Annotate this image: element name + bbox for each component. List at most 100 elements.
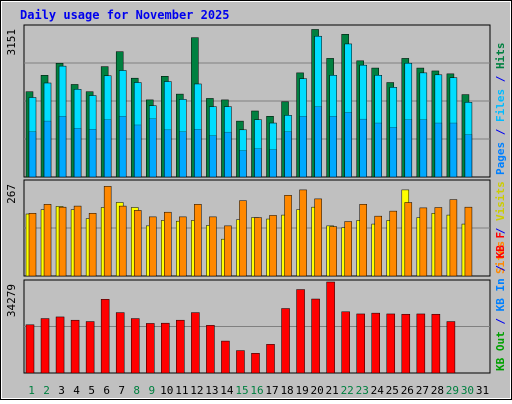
x-tick-label: 28 — [431, 384, 444, 397]
bar-kbf-11 — [176, 319, 185, 374]
bar-sites-19 — [299, 189, 307, 277]
legend-part: / — [494, 69, 507, 89]
bar-kbf-6 — [100, 299, 110, 374]
x-tick-label: 30 — [461, 384, 474, 397]
ymax-label-kbytes: 34279 — [5, 284, 18, 317]
bar-sites-8 — [133, 210, 142, 277]
bar-kbf-5 — [85, 321, 95, 374]
x-tick-label: 26 — [401, 384, 414, 397]
bar-pages-15 — [239, 150, 247, 178]
bar-kbf-27 — [416, 313, 426, 374]
bar-sites-26 — [404, 202, 413, 277]
bar-pages-1 — [28, 131, 37, 178]
x-tick-label: 23 — [356, 384, 369, 397]
chart-title: Daily usage for November 2025 — [20, 8, 230, 22]
x-tick-label: 8 — [133, 384, 140, 397]
legend-part: Files — [494, 89, 507, 122]
bar-pages-12 — [194, 129, 202, 178]
bar-kbf-25 — [386, 313, 396, 374]
x-tick-label: 16 — [250, 384, 263, 397]
bar-sites-21 — [329, 226, 337, 277]
x-tick-label: 31 — [476, 384, 489, 397]
bar-kbf-16 — [251, 353, 260, 374]
x-tick-label: 1 — [28, 384, 35, 397]
bar-kbf-2 — [40, 318, 50, 374]
x-tick-label: 25 — [386, 384, 399, 397]
bar-pages-17 — [269, 149, 277, 178]
bar-pages-21 — [329, 116, 337, 178]
title-bar — [2, 2, 510, 24]
bar-sites-30 — [464, 206, 473, 277]
bar-pages-29 — [449, 122, 458, 178]
legend-part: Sites — [494, 241, 507, 274]
bar-sites-16 — [254, 217, 262, 277]
bar-pages-22 — [344, 112, 352, 178]
bar-pages-26 — [404, 119, 413, 178]
bar-kbf-17 — [266, 344, 275, 374]
legend-part: KB Out — [494, 331, 507, 371]
bar-pages-20 — [314, 106, 322, 178]
bar-sites-9 — [149, 216, 157, 277]
bar-pages-30 — [464, 134, 473, 178]
legend-part: KB In — [494, 278, 507, 311]
legend-part: / — [494, 221, 507, 241]
bar-sites-10 — [164, 211, 172, 277]
x-tick-label: 15 — [235, 384, 248, 397]
bar-sites-11 — [179, 216, 187, 277]
legend-hits_files_pages: Pages / Files / Hits — [494, 43, 507, 176]
bar-sites-29 — [449, 199, 458, 277]
bar-kbf-24 — [371, 312, 380, 374]
bar-sites-28 — [434, 207, 443, 277]
bar-kbf-23 — [356, 313, 365, 374]
x-tick-label: 19 — [295, 384, 308, 397]
bar-kbf-3 — [55, 316, 65, 374]
bar-kbf-9 — [146, 323, 155, 374]
legend-part: / — [494, 258, 507, 278]
bar-kbf-13 — [206, 325, 215, 374]
bar-sites-7 — [118, 205, 127, 277]
bar-pages-6 — [103, 119, 112, 178]
bar-sites-14 — [224, 225, 232, 277]
bar-pages-7 — [118, 116, 127, 178]
bar-pages-25 — [389, 127, 398, 178]
ymax-label-hits_files_pages: 3151 — [5, 29, 18, 56]
legend-part: / — [494, 122, 507, 142]
bar-pages-28 — [434, 122, 443, 178]
bar-kbf-18 — [281, 308, 290, 374]
x-tick-label: 27 — [416, 384, 429, 397]
bar-sites-17 — [269, 215, 277, 277]
bar-pages-4 — [73, 128, 82, 178]
legend-part: Visits — [494, 181, 507, 221]
bar-kbf-12 — [191, 312, 200, 374]
legend-part: Pages — [494, 142, 507, 175]
x-tick-label: 13 — [205, 384, 218, 397]
bar-pages-10 — [164, 129, 172, 178]
bar-sites-1 — [28, 213, 37, 277]
legend-part: Hits — [494, 43, 507, 70]
bar-pages-11 — [179, 131, 187, 178]
bar-kbf-21 — [326, 281, 335, 374]
bar-pages-8 — [133, 124, 142, 178]
legend-kbytes: KB Out / KB In / KB F — [494, 232, 507, 371]
x-tick-label: 22 — [341, 384, 354, 397]
bar-sites-6 — [103, 186, 112, 277]
x-tick-label: 5 — [88, 384, 95, 397]
bar-sites-23 — [359, 204, 367, 277]
bar-kbf-20 — [311, 298, 320, 374]
bar-pages-2 — [43, 120, 52, 178]
bar-sites-4 — [73, 205, 82, 277]
bar-kbf-4 — [70, 319, 80, 374]
ymax-label-visits_sites: 267 — [5, 184, 18, 204]
bar-sites-18 — [284, 195, 292, 277]
x-tick-label: 21 — [326, 384, 339, 397]
bar-kbf-10 — [161, 322, 170, 374]
x-tick-label: 14 — [220, 384, 234, 397]
bar-kbf-28 — [431, 313, 441, 374]
bar-sites-3 — [58, 206, 67, 277]
x-tick-label: 3 — [58, 384, 65, 397]
bar-kbf-15 — [236, 350, 245, 374]
x-tick-label: 2 — [43, 384, 50, 397]
bar-pages-3 — [58, 116, 67, 178]
